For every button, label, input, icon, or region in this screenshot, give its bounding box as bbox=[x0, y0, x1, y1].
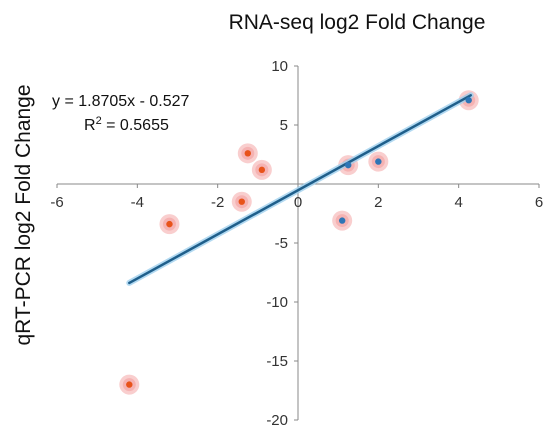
y-tick-label: -20 bbox=[266, 412, 288, 429]
x-tick-label: -2 bbox=[211, 194, 224, 211]
point-glow-layer bbox=[119, 90, 479, 395]
r-squared-value: = 0.5655 bbox=[102, 117, 169, 134]
points bbox=[126, 97, 472, 388]
y-tick-label: 10 bbox=[271, 58, 288, 75]
x-tick-label: 2 bbox=[374, 194, 382, 211]
trendline-group bbox=[126, 92, 474, 286]
trendline-equation: y = 1.8705x - 0.527 bbox=[52, 93, 190, 110]
data-point bbox=[258, 166, 266, 174]
x-tick-label: -4 bbox=[131, 194, 144, 211]
x-tick-label: 0 bbox=[294, 194, 302, 211]
y-axis-title: qRT-PCR log2 Fold Change bbox=[12, 84, 35, 345]
data-point bbox=[345, 161, 352, 169]
data-point bbox=[338, 217, 346, 224]
r-squared-label: R2 = 0.5655 bbox=[84, 115, 169, 134]
data-point bbox=[244, 150, 251, 157]
y-tick-label: -10 bbox=[266, 294, 288, 311]
x-tick-label: 6 bbox=[535, 194, 543, 211]
data-point bbox=[126, 381, 133, 388]
data-point bbox=[238, 198, 245, 205]
x-tick-label: -6 bbox=[50, 194, 63, 211]
data-point bbox=[166, 220, 173, 228]
data-point bbox=[375, 158, 382, 165]
r-squared-superscript: 2 bbox=[96, 115, 102, 127]
y-tick-label: -5 bbox=[275, 235, 288, 252]
chart-title: RNA-seq log2 Fold Change bbox=[229, 11, 486, 34]
r-squared-symbol: R bbox=[84, 117, 96, 134]
y-tick-label: 5 bbox=[280, 117, 288, 134]
y-tick-label: -15 bbox=[266, 353, 288, 370]
trendline bbox=[128, 94, 472, 285]
data-point bbox=[465, 97, 472, 104]
x-tick-label: 4 bbox=[454, 194, 462, 211]
